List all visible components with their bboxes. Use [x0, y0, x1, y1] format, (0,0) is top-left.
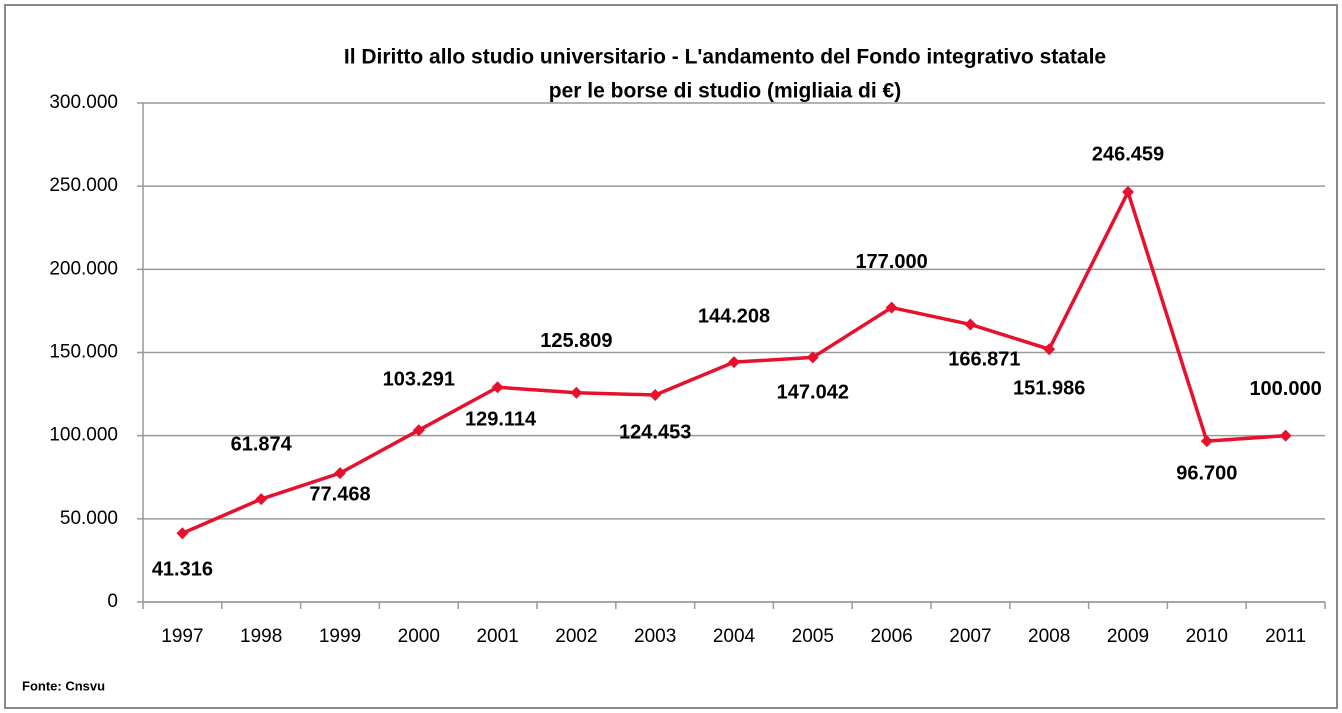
data-label: 129.114 [465, 409, 537, 431]
y-tick-label: 300.000 [49, 92, 118, 113]
x-tick-label: 2000 [398, 626, 440, 647]
x-tick-label: 2005 [792, 626, 834, 647]
x-tick-label: 2010 [1186, 626, 1228, 647]
data-label: 144.208 [698, 305, 770, 327]
x-tick-label: 2009 [1107, 626, 1149, 647]
data-point [491, 381, 504, 394]
data-label: 124.453 [619, 421, 691, 443]
data-point [885, 301, 898, 314]
x-tick-label: 2002 [555, 626, 597, 647]
y-tick-label: 150.000 [49, 342, 118, 363]
data-point [649, 388, 662, 401]
x-tick-label: 2003 [634, 626, 676, 647]
chart-title: Il Diritto allo studio universitario - L… [344, 46, 1106, 69]
data-point [570, 386, 583, 399]
data-label: 147.042 [777, 382, 849, 404]
data-point [334, 467, 346, 480]
x-tick-label: 2011 [1265, 626, 1306, 647]
chart-title: per le borse di studio (migliaia di €) [549, 80, 901, 103]
data-point [255, 493, 268, 506]
x-tick-label: 2006 [870, 626, 912, 647]
x-tick-label: 1999 [319, 626, 361, 647]
data-point [1043, 343, 1056, 356]
data-label: 166.871 [948, 349, 1020, 371]
x-tick-label: 2001 [476, 626, 518, 647]
y-tick-label: 250.000 [49, 175, 118, 196]
source-note: Fonte: Cnsvu [22, 678, 105, 693]
x-tick-label: 1998 [240, 626, 282, 647]
x-tick-label: 2004 [713, 626, 756, 647]
x-tick-label: 2007 [949, 626, 991, 647]
x-tick-label: 2008 [1028, 626, 1070, 647]
data-label: 177.000 [855, 251, 927, 273]
data-label: 61.874 [231, 433, 293, 455]
data-point [1122, 186, 1134, 199]
chart-frame [4, 4, 1338, 709]
data-label: 246.459 [1092, 143, 1164, 165]
y-tick-label: 200.000 [49, 258, 118, 279]
data-point [1200, 435, 1213, 448]
data-point [728, 356, 740, 369]
data-label: 96.700 [1176, 462, 1237, 484]
y-tick-label: 50.000 [60, 508, 118, 529]
y-tick-label: 0 [107, 591, 118, 612]
x-tick-label: 1997 [161, 626, 203, 647]
data-label: 151.986 [1013, 377, 1085, 399]
data-point [964, 318, 977, 331]
y-tick-label: 100.000 [49, 425, 118, 446]
data-label: 125.809 [540, 330, 612, 352]
data-label: 100.000 [1249, 378, 1321, 400]
data-point [412, 424, 425, 437]
data-label: 41.316 [152, 559, 213, 581]
data-label: 77.468 [309, 483, 370, 505]
data-point [176, 527, 189, 540]
data-point [806, 351, 819, 364]
data-label: 103.291 [383, 368, 455, 390]
data-point [1279, 429, 1292, 442]
